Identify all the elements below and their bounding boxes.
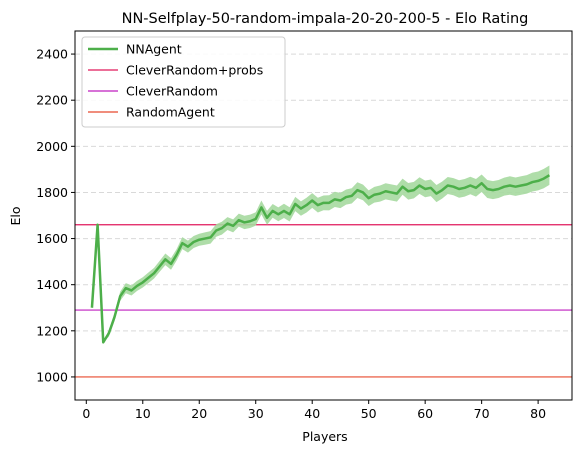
y-tick-label: 1800 — [36, 185, 68, 200]
series-layer — [90, 165, 551, 344]
legend-label: NNAgent — [126, 42, 182, 57]
x-tick-label: 50 — [361, 406, 377, 421]
x-tick-label: 20 — [191, 406, 207, 421]
x-axis-label: Players — [302, 429, 347, 444]
legend-label: CleverRandom — [126, 84, 218, 99]
x-tick-label: 60 — [417, 406, 433, 421]
y-tick-label: 1600 — [36, 231, 68, 246]
x-tick-label: 70 — [474, 406, 490, 421]
x-tick-label: 0 — [82, 406, 90, 421]
x-tick-label: 80 — [530, 406, 546, 421]
chart-title: NN-Selfplay-50-random-impala-20-20-200-5… — [122, 11, 529, 27]
x-tick-label: 10 — [135, 406, 151, 421]
reference-lines — [75, 224, 572, 378]
y-axis-label: Elo — [8, 206, 23, 225]
plot-frame — [74, 30, 573, 401]
y-tick-label: 2200 — [36, 93, 68, 108]
y-tick-label: 2400 — [36, 47, 68, 62]
legend-box — [81, 36, 286, 128]
legend-label: RandomAgent — [126, 105, 215, 120]
legend: NNAgent CleverRandom+probs CleverRandom Ran… — [81, 36, 286, 128]
x-axis-ticks: 0 10 20 30 40 50 60 70 80 — [82, 400, 546, 421]
y-axis-ticks: 1000 1200 1400 1600 1800 2000 2200 2400 — [36, 47, 75, 384]
nnagent-line — [90, 174, 551, 344]
y-tick-label: 1200 — [36, 323, 68, 338]
x-tick-label: 40 — [304, 406, 320, 421]
legend-label: CleverRandom+probs — [126, 63, 263, 78]
x-tick-label: 30 — [248, 406, 264, 421]
y-tick-label: 1000 — [36, 369, 68, 384]
y-tick-label: 1400 — [36, 277, 68, 292]
y-tick-label: 2000 — [36, 139, 68, 154]
nnagent-confidence-band — [91, 165, 550, 343]
